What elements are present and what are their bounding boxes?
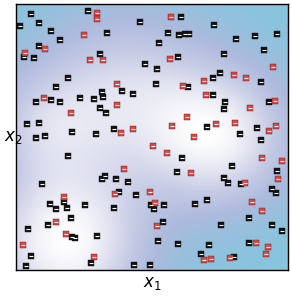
Y-axis label: $x_2$: $x_2$ <box>4 128 23 146</box>
X-axis label: $x_1$: $x_1$ <box>143 274 161 292</box>
